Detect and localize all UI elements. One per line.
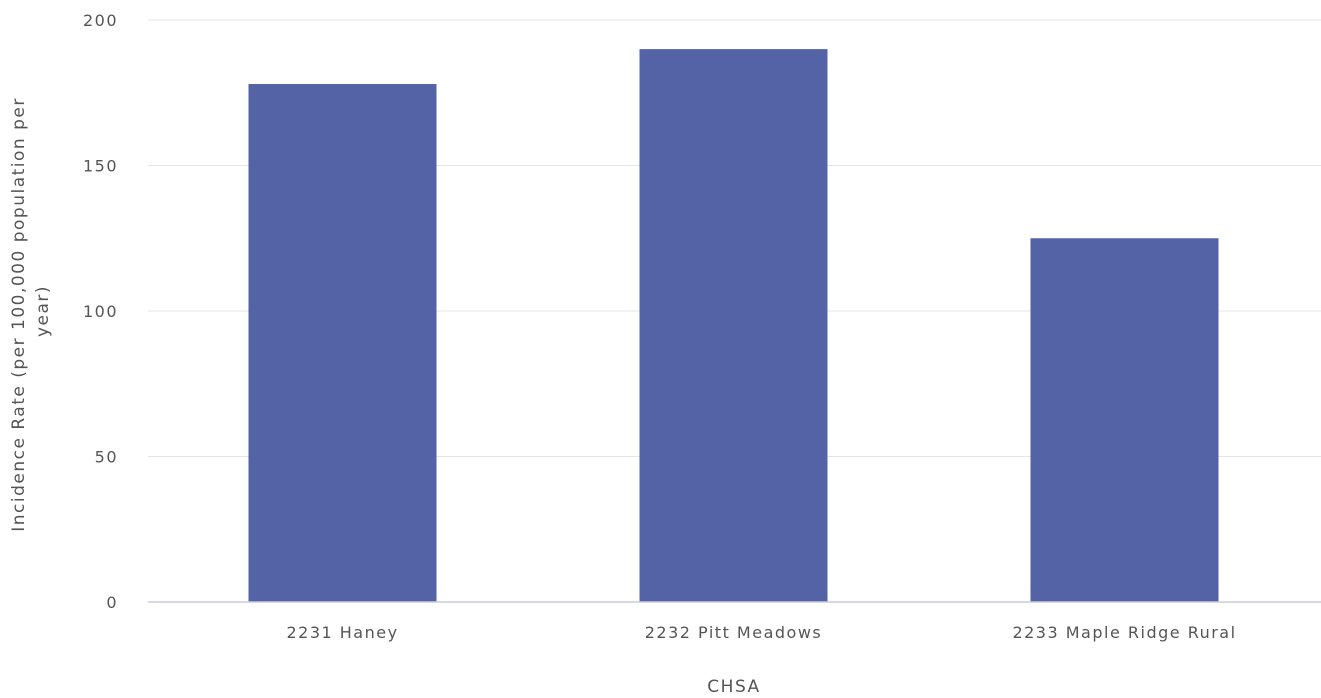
x-tick-label: 2233 Maple Ridge Rural (1012, 623, 1236, 642)
x-axis-tick-labels: 2231 Haney 2232 Pitt Meadows 2233 Maple Ri… (286, 623, 1236, 642)
bar (639, 49, 828, 603)
y-tick-label: 150 (83, 157, 118, 176)
x-tick-label: 2232 Pitt Meadows (645, 623, 823, 642)
y-tick-label: 200 (83, 11, 118, 30)
bar (1030, 238, 1219, 602)
y-axis-title-line-1: Incidence Rate (per 100,000 population p… (9, 97, 29, 532)
y-axis-ticks: 0 50 100 150 200 (83, 11, 118, 612)
bar (248, 84, 437, 602)
x-axis-title: CHSA (707, 677, 760, 697)
bars (248, 49, 1219, 603)
y-axis-title: Incidence Rate (per 100,000 population p… (9, 90, 53, 531)
y-axis-title-line-2: year) (33, 285, 53, 337)
y-tick-label: 100 (83, 302, 118, 321)
x-tick-label: 2231 Haney (286, 623, 398, 642)
y-tick-label: 0 (106, 593, 118, 612)
y-tick-label: 50 (95, 448, 118, 467)
